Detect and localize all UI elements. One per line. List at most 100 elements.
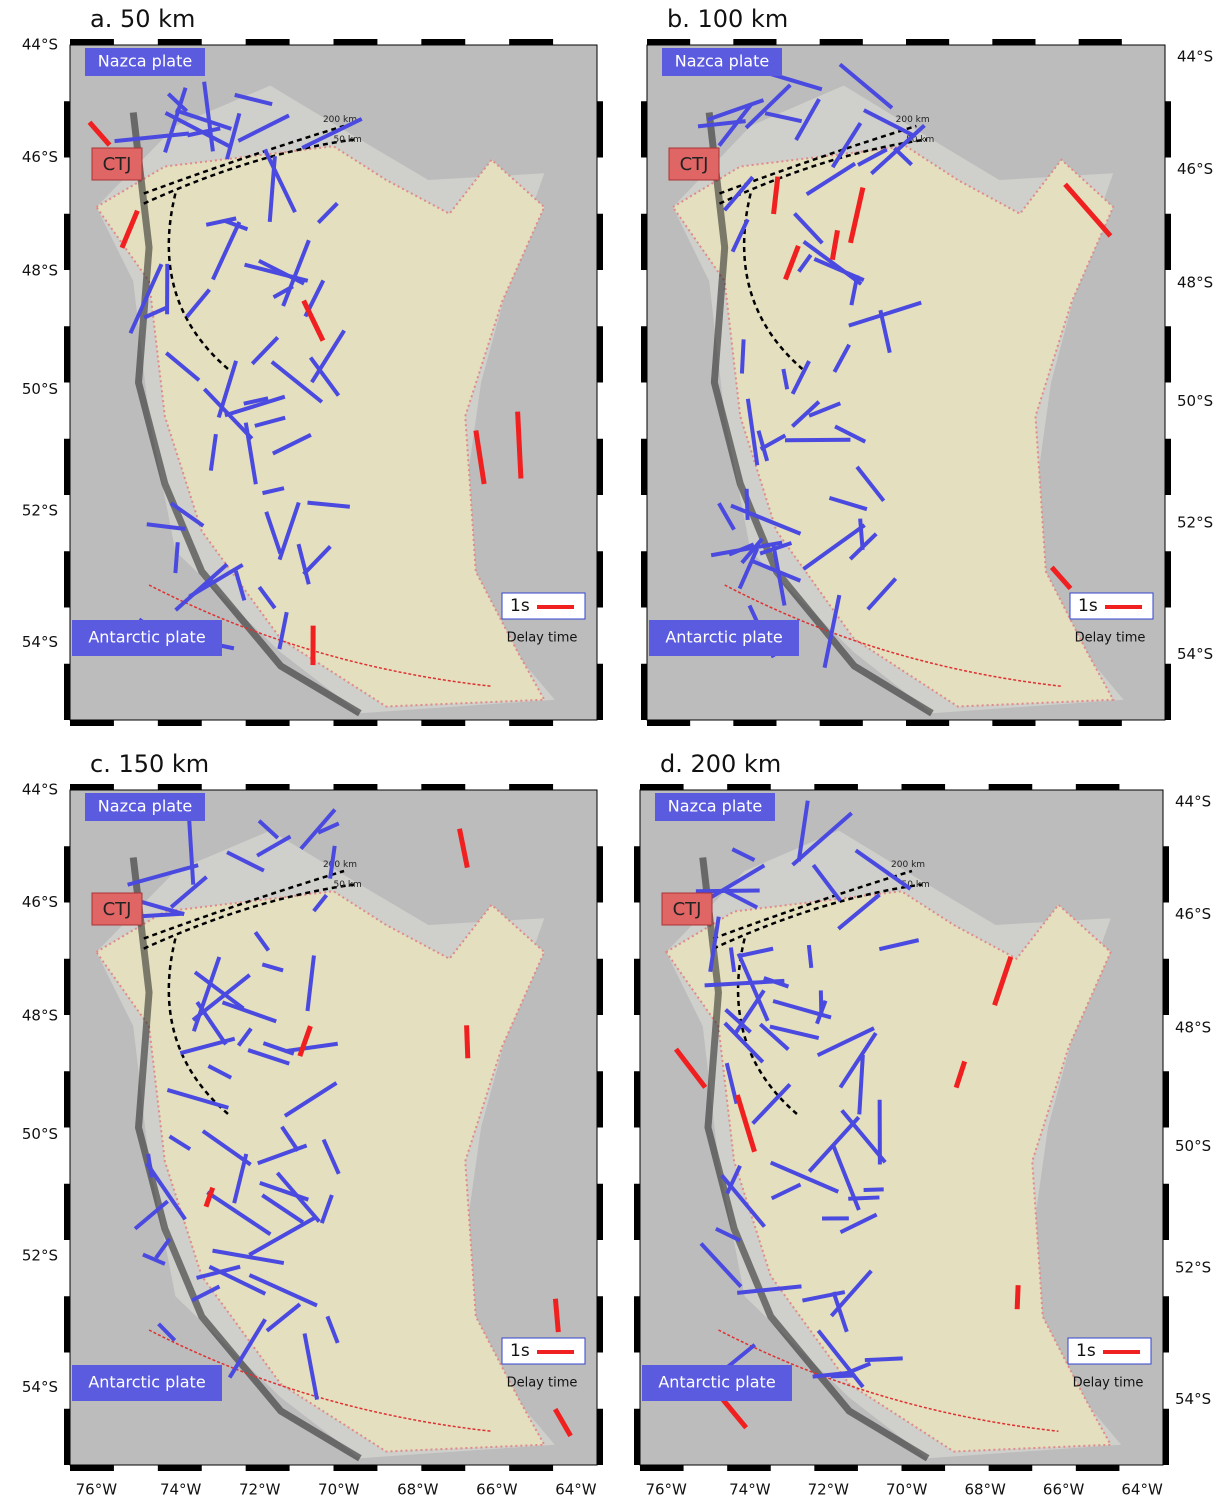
ctj-label: CTJ bbox=[680, 154, 709, 175]
frame-tick bbox=[597, 551, 603, 607]
frame-tick bbox=[1076, 1465, 1120, 1471]
lon-label: 66°W bbox=[1043, 1481, 1085, 1499]
frame-tick bbox=[421, 39, 465, 45]
frame-tick bbox=[158, 784, 202, 790]
frame-tick bbox=[820, 720, 863, 726]
frame-tick bbox=[64, 101, 70, 157]
frame-tick bbox=[70, 1465, 114, 1471]
frame-tick bbox=[989, 1465, 1033, 1471]
split-bar bbox=[865, 1358, 903, 1360]
frame-tick bbox=[1163, 1409, 1169, 1465]
frame-tick bbox=[64, 959, 70, 1015]
lat-label: 50°S bbox=[1177, 392, 1213, 410]
frame-tick bbox=[509, 1465, 553, 1471]
frame-tick bbox=[641, 214, 647, 270]
lat-label: 48°S bbox=[1177, 274, 1213, 292]
frame-tick bbox=[906, 39, 949, 45]
frame-tick bbox=[70, 784, 114, 790]
scale-caption: Delay time bbox=[1075, 631, 1146, 646]
frame-tick bbox=[1165, 326, 1171, 382]
lon-label: 70°W bbox=[886, 1481, 928, 1499]
lon-label: 76°W bbox=[645, 1481, 687, 1499]
frame-tick bbox=[70, 39, 114, 45]
frame-tick bbox=[334, 720, 378, 726]
frame-tick bbox=[246, 1465, 290, 1471]
frame-tick bbox=[727, 784, 771, 790]
frame-tick bbox=[992, 720, 1035, 726]
panel-title: c. 150 km bbox=[90, 750, 209, 778]
contour-label: 200 km bbox=[896, 115, 930, 125]
plate-label: Nazca plate bbox=[668, 797, 762, 816]
frame-tick bbox=[246, 720, 290, 726]
frame-tick bbox=[421, 1465, 465, 1471]
frame-tick bbox=[158, 1465, 202, 1471]
lat-label: 44°S bbox=[22, 36, 58, 54]
plate-label: Nazca plate bbox=[98, 797, 192, 816]
lon-label: 74°W bbox=[729, 1481, 771, 1499]
frame-tick bbox=[641, 326, 647, 382]
lat-label: 54°S bbox=[22, 633, 58, 651]
frame-tick bbox=[634, 1296, 640, 1352]
lat-label: 46°S bbox=[22, 148, 58, 166]
frame-tick bbox=[1165, 439, 1171, 495]
frame-tick bbox=[641, 551, 647, 607]
frame-tick bbox=[640, 784, 684, 790]
frame-tick bbox=[640, 1465, 684, 1471]
scale-label: 1s bbox=[510, 1341, 530, 1361]
scale-label: 1s bbox=[1076, 1341, 1096, 1361]
split-bar bbox=[175, 542, 177, 573]
lon-label: 72°W bbox=[808, 1481, 850, 1499]
lat-label: 52°S bbox=[1175, 1258, 1211, 1276]
lon-label: 64°W bbox=[1121, 1481, 1163, 1499]
lon-label: 68°W bbox=[397, 1481, 439, 1499]
frame-tick bbox=[597, 846, 603, 902]
plate-label: Nazca plate bbox=[675, 52, 769, 71]
frame-tick bbox=[334, 1465, 378, 1471]
frame-tick bbox=[902, 784, 946, 790]
frame-tick bbox=[634, 1409, 640, 1465]
contour-label: 50 km bbox=[334, 135, 362, 145]
lat-label: 54°S bbox=[1175, 1390, 1211, 1408]
plate-label: Antarctic plate bbox=[665, 628, 782, 647]
frame-tick bbox=[64, 1296, 70, 1352]
scale-caption: Delay time bbox=[507, 631, 578, 646]
scale-caption: Delay time bbox=[1073, 1376, 1144, 1391]
lon-label: 70°W bbox=[318, 1481, 360, 1499]
lat-label: 44°S bbox=[1175, 793, 1211, 811]
frame-tick bbox=[334, 39, 378, 45]
frame-tick bbox=[1165, 551, 1171, 607]
frame-tick bbox=[64, 1184, 70, 1240]
frame-tick bbox=[1163, 1296, 1169, 1352]
frame-tick bbox=[64, 664, 70, 720]
panel-title: d. 200 km bbox=[660, 750, 781, 778]
frame-tick bbox=[64, 1409, 70, 1465]
frame-tick bbox=[158, 39, 202, 45]
lat-label: 44°S bbox=[22, 781, 58, 799]
frame-tick bbox=[641, 101, 647, 157]
frame-tick bbox=[158, 720, 202, 726]
ctj-label: CTJ bbox=[673, 899, 702, 920]
frame-tick bbox=[64, 326, 70, 382]
frame-tick bbox=[246, 784, 290, 790]
plate-label: Antarctic plate bbox=[658, 1373, 775, 1392]
frame-tick bbox=[641, 439, 647, 495]
frame-tick bbox=[1076, 784, 1120, 790]
lon-label: 68°W bbox=[964, 1481, 1006, 1499]
contour-label: 200 km bbox=[323, 860, 357, 870]
lat-label: 54°S bbox=[1177, 645, 1213, 663]
frame-tick bbox=[902, 1465, 946, 1471]
plate-label: Antarctic plate bbox=[88, 628, 205, 647]
split-bar bbox=[860, 519, 862, 550]
frame-tick bbox=[509, 720, 553, 726]
figure: 200 km 50 km Nazca plate CTJ Antarctic plate… bbox=[0, 0, 1231, 1504]
frame-tick bbox=[1165, 664, 1171, 720]
frame-tick bbox=[634, 1071, 640, 1127]
frame-tick bbox=[597, 439, 603, 495]
frame-tick bbox=[597, 214, 603, 270]
frame-tick bbox=[647, 720, 690, 726]
split-bar bbox=[809, 945, 811, 968]
frame-tick bbox=[1165, 101, 1171, 157]
frame-tick bbox=[1163, 959, 1169, 1015]
panel-title: b. 100 km bbox=[667, 5, 788, 33]
